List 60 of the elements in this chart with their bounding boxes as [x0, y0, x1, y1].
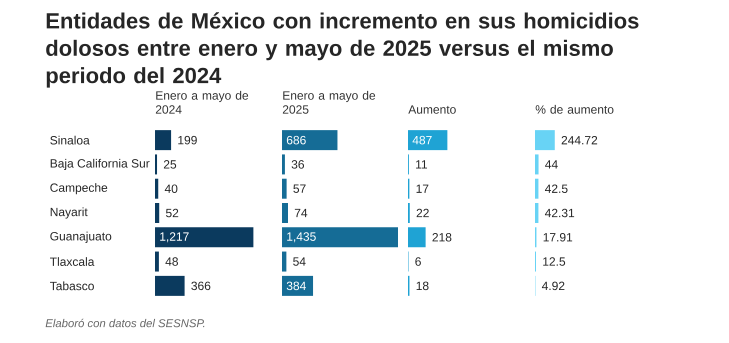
data-label: 12.5 — [543, 257, 566, 266]
bar — [282, 154, 285, 174]
data-label: 74 — [294, 208, 308, 218]
data-label: 6 — [415, 257, 421, 266]
data-label: 218 — [432, 233, 452, 242]
bar — [408, 227, 426, 248]
data-label: 17 — [416, 184, 428, 193]
bar — [282, 276, 314, 296]
data-label: 4.92 — [542, 282, 564, 290]
bar — [282, 178, 287, 199]
data-label: 384 — [286, 282, 306, 290]
bar — [408, 130, 448, 150]
data-label: 366 — [191, 282, 210, 290]
data-label: 48 — [165, 257, 178, 266]
data-label: 199 — [178, 136, 197, 144]
data-label: 1,217 — [160, 232, 189, 242]
data-label: 42.31 — [544, 208, 574, 218]
bar — [535, 202, 538, 223]
bar — [282, 130, 338, 150]
bar — [282, 252, 286, 272]
bar — [155, 227, 254, 248]
chart-subtitle: Aumento — [408, 105, 456, 114]
data-label: 244.72 — [562, 136, 598, 144]
y-tick-label: Guanajuato — [50, 232, 112, 243]
data-label: 686 — [286, 136, 306, 144]
data-label: 11 — [416, 160, 428, 169]
data-label: 17.91 — [544, 233, 572, 242]
data-label: 52 — [166, 208, 178, 218]
bar — [535, 154, 539, 174]
chart-subtitle: % de aumento — [536, 104, 614, 114]
bar — [155, 276, 185, 296]
bar — [535, 130, 555, 150]
y-tick-label: Tlaxcala — [50, 257, 94, 266]
bar — [155, 202, 160, 223]
y-tick-label: Baja California Sur — [50, 158, 150, 170]
bar — [282, 202, 288, 223]
data-label: 487 — [412, 136, 432, 144]
data-label: 25 — [164, 160, 176, 169]
chart-subtitle: Enero a mayo de 2024 — [156, 90, 248, 114]
bar — [155, 252, 159, 272]
text: Elaboró con datos del SESNSP. — [46, 318, 204, 328]
data-label: 1,435 — [287, 232, 316, 242]
text: Entidades de México con incremento en sus homicidios dolosos entre enero y mayo de 2025 versus el mismo periodo del 2024 — [46, 12, 638, 88]
data-label: 54 — [293, 257, 306, 266]
y-tick-label: Tabasco — [50, 281, 94, 290]
data-label: 36 — [292, 160, 304, 169]
bar — [155, 178, 158, 199]
data-label: 18 — [416, 282, 429, 290]
data-label: 44 — [545, 160, 558, 169]
bar — [282, 227, 398, 248]
data-label: 57 — [293, 184, 306, 193]
chart-subtitle: Enero a mayo de 2025 — [282, 90, 376, 114]
bar — [535, 178, 538, 199]
y-tick-label: Nayarit — [50, 207, 88, 219]
data-label: 22 — [416, 208, 429, 218]
data-label: 42.5 — [544, 184, 568, 193]
data-label: 40 — [164, 184, 178, 193]
bar — [155, 130, 172, 150]
y-tick-label: Sinaloa — [50, 136, 90, 145]
y-tick-label: Campeche — [50, 183, 108, 194]
